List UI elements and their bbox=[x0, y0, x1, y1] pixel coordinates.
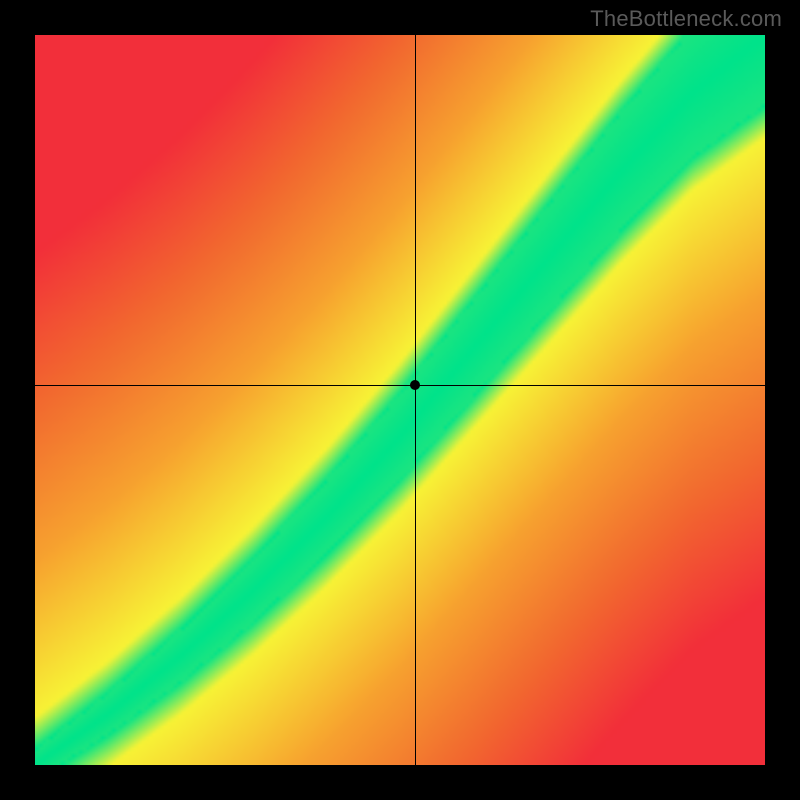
bottleneck-heatmap bbox=[35, 35, 765, 765]
watermark-text: TheBottleneck.com bbox=[590, 6, 782, 32]
marker-dot bbox=[410, 380, 420, 390]
plot-area bbox=[35, 35, 765, 765]
crosshair-vertical bbox=[415, 35, 416, 765]
crosshair-horizontal bbox=[35, 385, 765, 386]
